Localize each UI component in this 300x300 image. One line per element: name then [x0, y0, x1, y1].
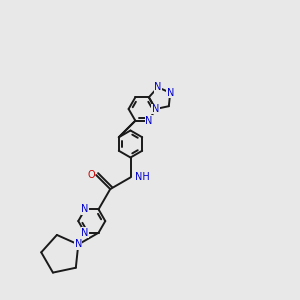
- Text: N: N: [152, 104, 159, 114]
- Text: O: O: [87, 170, 95, 180]
- Text: NH: NH: [135, 172, 150, 182]
- Text: N: N: [154, 82, 162, 92]
- Text: N: N: [75, 239, 82, 250]
- Text: N: N: [145, 116, 152, 126]
- Text: N: N: [167, 88, 174, 98]
- Text: N: N: [81, 228, 89, 238]
- Text: N: N: [81, 204, 89, 214]
